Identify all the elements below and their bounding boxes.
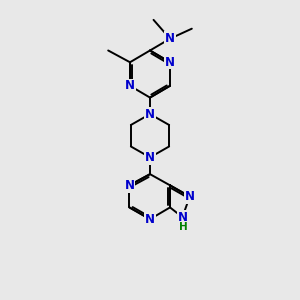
Text: N: N xyxy=(145,213,155,226)
Text: H: H xyxy=(178,222,188,232)
Text: N: N xyxy=(125,79,135,92)
Text: N: N xyxy=(145,108,155,121)
Text: N: N xyxy=(165,56,175,69)
Text: N: N xyxy=(177,211,188,224)
Text: N: N xyxy=(185,190,195,203)
Text: N: N xyxy=(124,179,134,192)
Text: N: N xyxy=(145,151,155,164)
Text: N: N xyxy=(165,32,175,45)
